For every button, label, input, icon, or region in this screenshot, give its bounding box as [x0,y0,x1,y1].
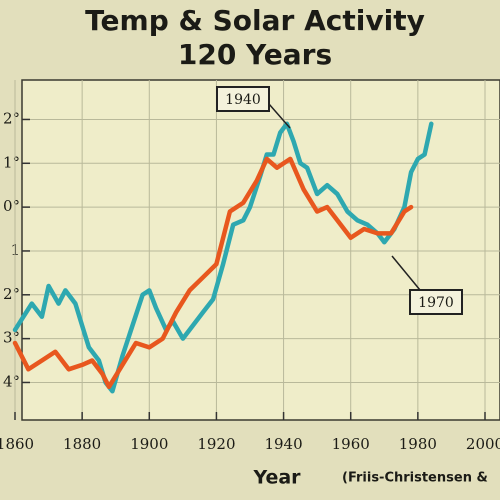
series-line [12,121,434,394]
x-tick-label: 1940 [264,435,302,453]
x-tick-label: 1980 [399,435,437,453]
annotation-box [409,289,463,315]
plot-area: 2°1°0°12°3°4°186018801900192019401960198… [0,80,500,453]
annotation-arrow [268,103,291,129]
annotation: 1970 [418,295,454,311]
x-tick-label: 1900 [130,435,168,453]
x-tick-label: 1960 [332,435,370,453]
chart-subtitle: 120 Years [178,38,332,71]
y-tick-label: 1° [3,153,20,171]
annotation-arrow [391,255,421,291]
y-tick-label: 2° [3,285,20,303]
annotation-box [216,86,270,112]
series-line [12,156,414,390]
x-tick-label: 1880 [63,435,101,453]
y-tick-label: 4° [3,372,20,390]
annotation: 1940 [225,92,261,108]
y-tick-label: 2° [3,109,20,127]
y-tick-label: 0° [3,197,20,215]
x-tick-label: 1920 [197,435,235,453]
chart-title: Temp & Solar Activity [85,4,425,37]
x-tick-label: 1860 [0,435,34,453]
x-axis-label: Year [252,467,301,489]
x-tick-label: 2000 [466,435,500,453]
source-note: (Friis-Christensen & [342,471,488,486]
